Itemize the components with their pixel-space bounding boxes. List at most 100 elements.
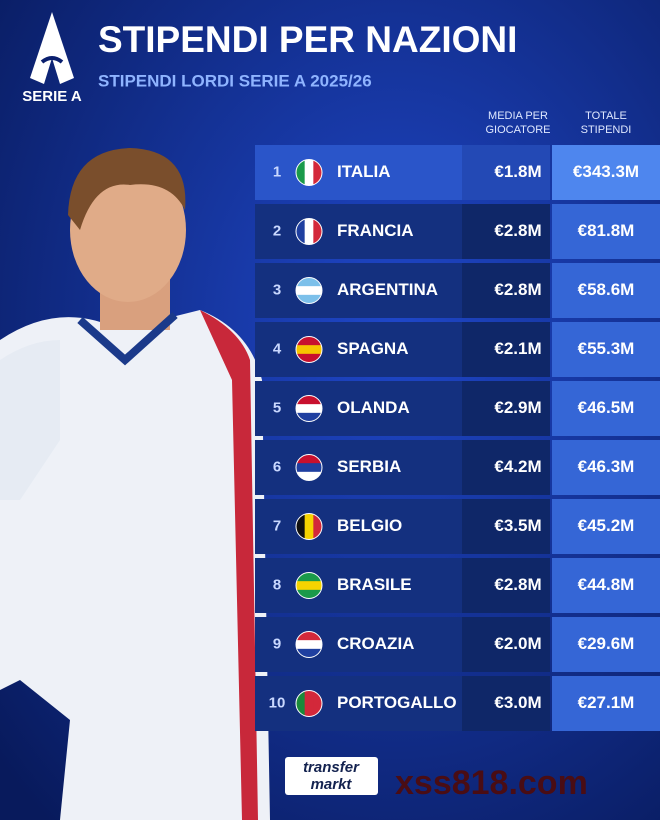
avg-salary: €1.8M	[494, 162, 541, 181]
flag	[295, 454, 323, 481]
flag-stripe	[296, 471, 322, 481]
avg-salary: €2.8M	[494, 221, 541, 240]
total-salary: €58.6M	[578, 280, 635, 299]
flag	[295, 690, 323, 717]
source-top: transfer	[303, 759, 360, 776]
total-cell	[552, 617, 660, 672]
flag-stripe	[296, 159, 306, 186]
flag-border	[295, 631, 323, 658]
flag-stripe	[313, 218, 322, 245]
avg-cell	[462, 499, 550, 554]
avg-cell	[462, 381, 550, 436]
total-cell	[552, 440, 660, 495]
title: STIPENDI PER NAZIONI	[98, 19, 517, 60]
flag	[295, 395, 323, 422]
flag	[295, 277, 323, 304]
avg-salary: €2.8M	[494, 280, 541, 299]
logo-text: SERIE A	[22, 88, 82, 105]
source-logo	[285, 757, 378, 795]
flag	[295, 218, 323, 245]
total-cell	[552, 558, 660, 613]
flag-border	[295, 572, 323, 599]
flag-stripe	[304, 513, 314, 540]
avg-cell	[462, 322, 550, 377]
flag-border	[295, 690, 323, 717]
flag	[295, 572, 323, 599]
avg-cell	[462, 558, 550, 613]
country: SERBIA	[337, 457, 401, 476]
serie-a-logo	[30, 12, 74, 84]
rank: 10	[269, 694, 286, 711]
avg-cell	[462, 617, 550, 672]
rank: 9	[273, 635, 281, 652]
flag-stripe	[296, 404, 322, 414]
flag-stripe	[313, 690, 322, 717]
flag-stripe	[296, 581, 322, 591]
flag-stripe	[296, 513, 306, 540]
rank: 5	[273, 399, 281, 416]
flag-stripe	[296, 412, 322, 422]
avg-salary: €3.0M	[494, 693, 541, 712]
flag	[295, 159, 323, 186]
source-bottom: markt	[311, 776, 353, 793]
rank: 6	[273, 458, 281, 475]
country: FRANCIA	[337, 221, 414, 240]
avg-salary: €2.1M	[494, 339, 541, 358]
rank: 7	[273, 517, 281, 534]
flag-stripe	[304, 690, 314, 717]
flag-border	[295, 277, 323, 304]
total-cell	[552, 676, 660, 731]
rank: 4	[273, 340, 282, 357]
flag-stripe	[296, 463, 322, 473]
flag-border	[295, 336, 323, 363]
country: PORTOGALLO	[337, 693, 457, 712]
country: CROAZIA	[337, 634, 414, 653]
rank: 8	[273, 576, 281, 593]
flag-stripe	[296, 572, 322, 582]
total-cell	[552, 499, 660, 554]
flag-stripe	[296, 631, 322, 641]
flag-stripe	[304, 218, 314, 245]
country: OLANDA	[337, 398, 410, 417]
total-cell	[552, 204, 660, 259]
total-salary: €45.2M	[578, 516, 635, 535]
subtitle: STIPENDI LORDI SERIE A 2025/26	[98, 71, 372, 90]
flag-border	[295, 218, 323, 245]
flag-stripe	[296, 395, 322, 405]
avg-salary: €3.5M	[494, 516, 541, 535]
total-salary: €46.3M	[578, 457, 635, 476]
rank: 1	[273, 163, 281, 180]
avg-salary: €4.2M	[494, 457, 541, 476]
total-cell	[552, 263, 660, 318]
avg-cell	[462, 145, 550, 200]
flag-stripe	[313, 159, 322, 186]
flag-stripe	[296, 690, 306, 717]
total-salary: €27.1M	[578, 693, 635, 712]
player-photo	[0, 148, 270, 820]
flag	[295, 631, 323, 658]
flag	[295, 513, 323, 540]
flag-border	[295, 454, 323, 481]
flag-stripe	[296, 294, 322, 304]
rank: 3	[273, 281, 281, 298]
total-cell	[552, 145, 660, 200]
avg-salary: €2.0M	[494, 634, 541, 653]
flag-stripe	[304, 159, 314, 186]
flag-stripe	[296, 218, 306, 245]
flag	[295, 336, 323, 363]
flag-stripe	[296, 353, 322, 363]
total-salary: €343.3M	[573, 162, 639, 181]
avg-cell	[462, 676, 550, 731]
flag-border	[295, 395, 323, 422]
total-salary: €46.5M	[578, 398, 635, 417]
flag-stripe	[313, 513, 322, 540]
flag-border	[295, 513, 323, 540]
flag-stripe	[296, 277, 322, 287]
watermark: xss818.com	[395, 764, 588, 802]
flag-border	[295, 159, 323, 186]
flag-stripe	[296, 589, 322, 599]
column-header: MEDIA PER GIOCATORE	[486, 110, 551, 136]
avg-cell	[462, 263, 550, 318]
